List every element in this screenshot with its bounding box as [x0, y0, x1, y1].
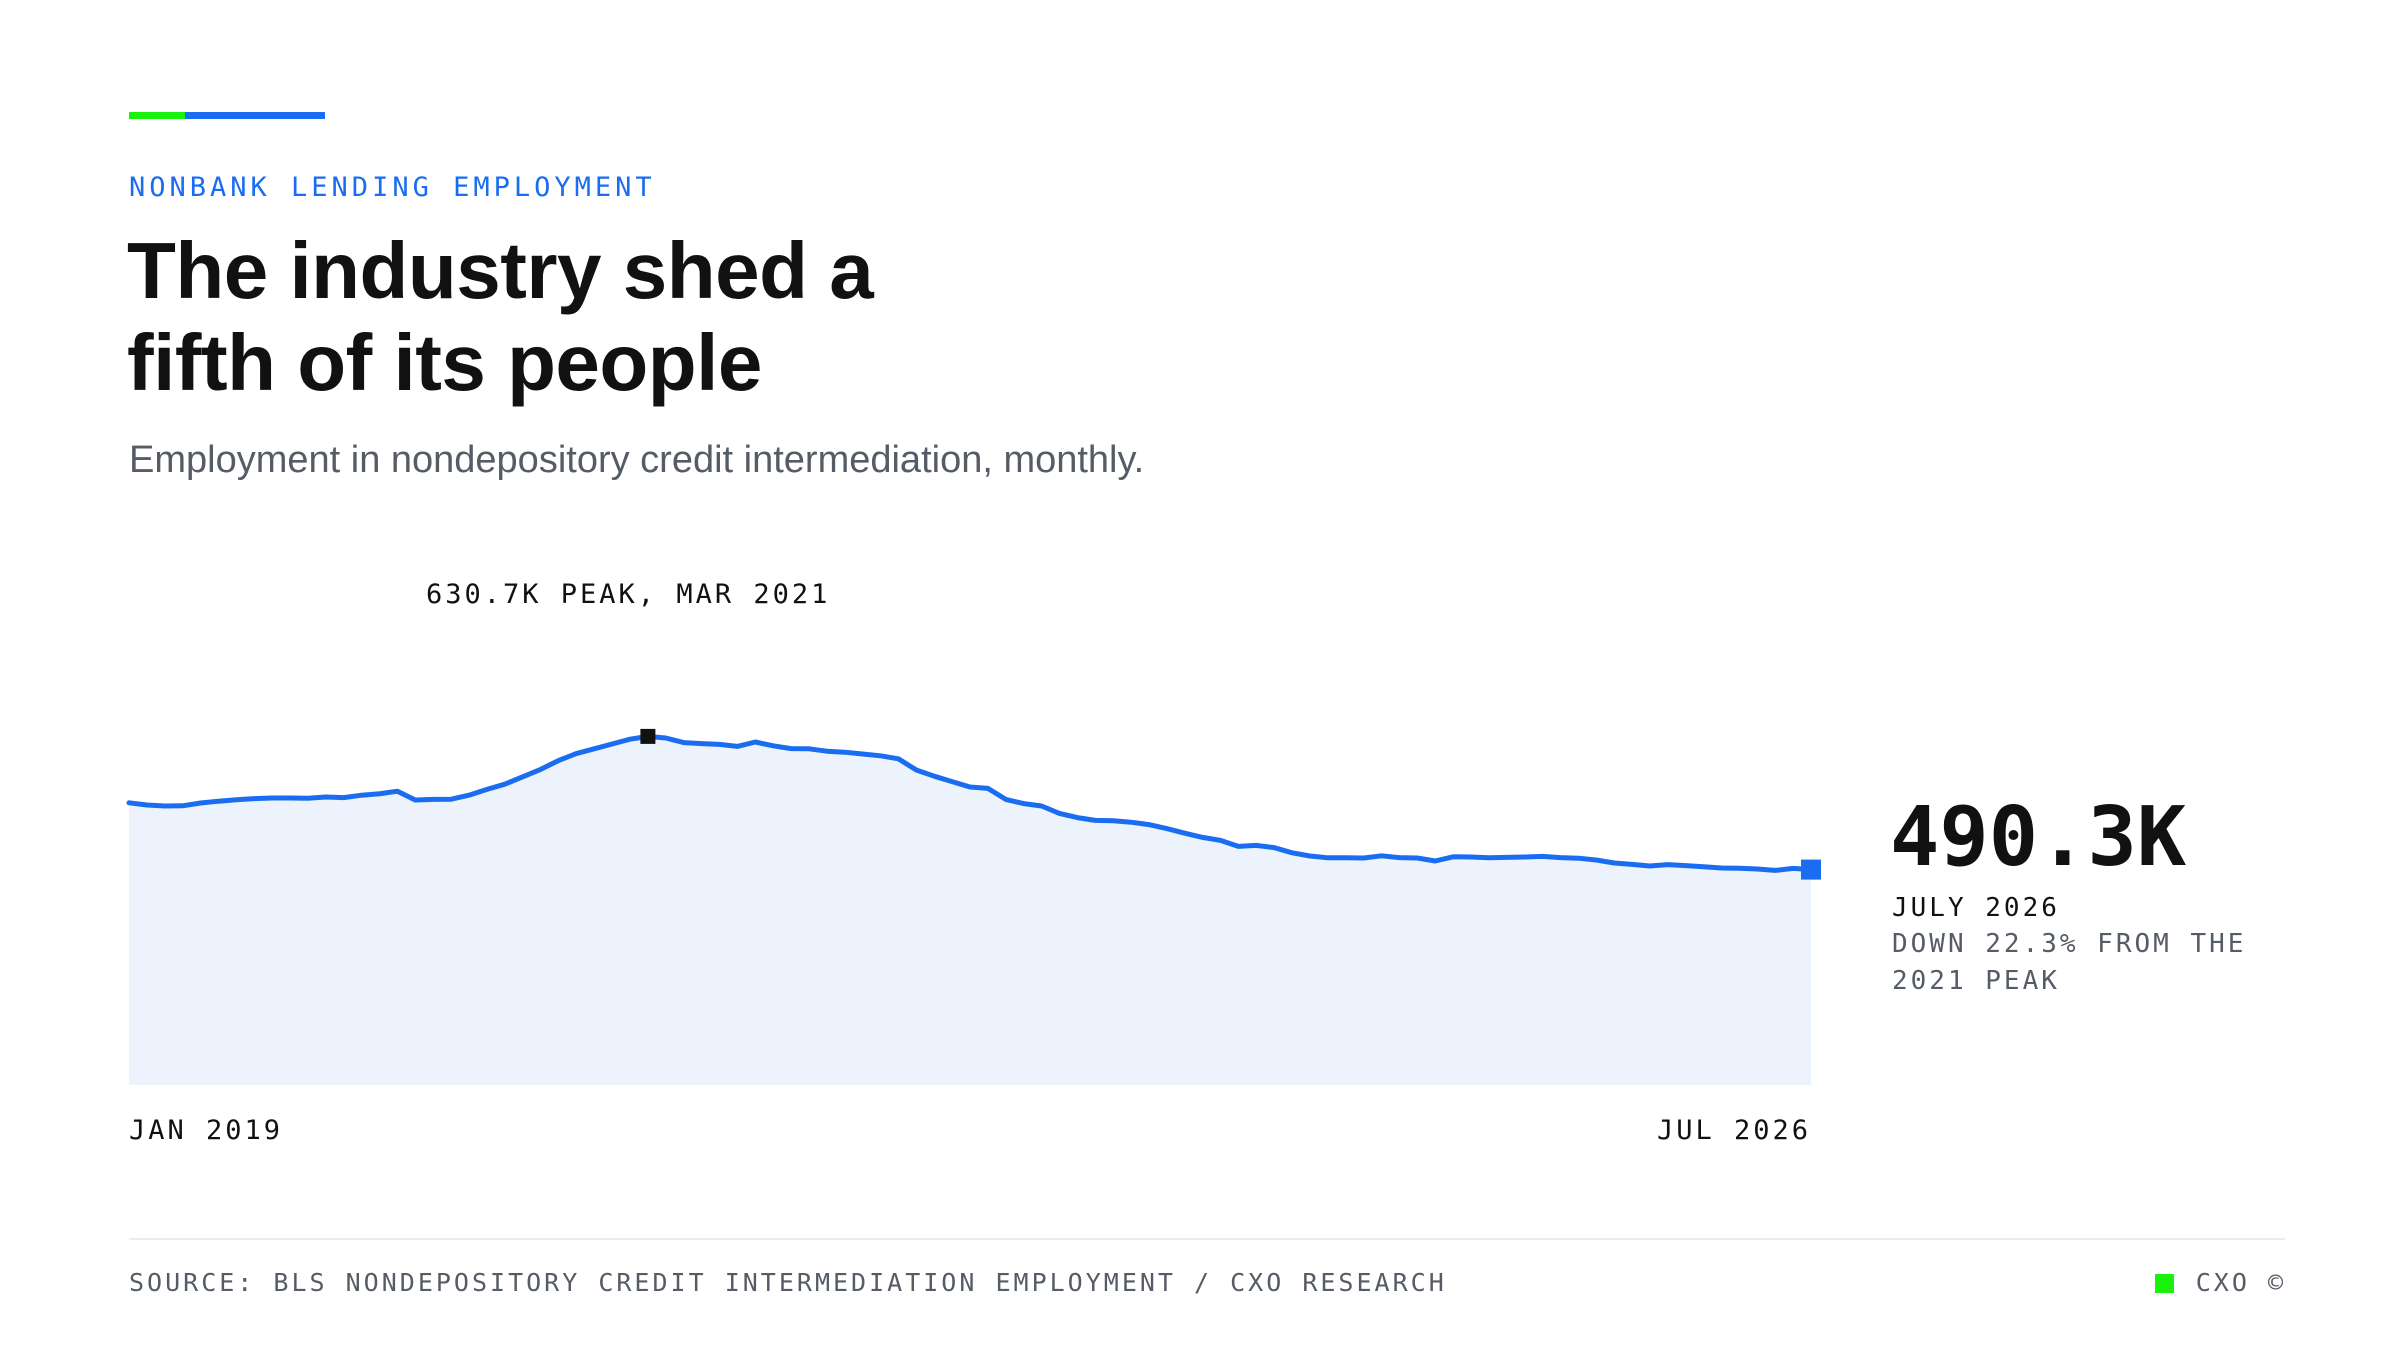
current-value: 490.3K	[1890, 790, 2187, 885]
source-note: SOURCE: BLS NONDEPOSITORY CREDIT INTERME…	[129, 1268, 1447, 1297]
green-square-icon	[2154, 1273, 2174, 1293]
peak-annotation: 630.7K PEAK, MAR 2021	[426, 579, 830, 610]
chart-area-fill	[129, 736, 1811, 1085]
accent-bar	[129, 112, 325, 119]
change-note: DOWN 22.3% FROM THE 2021 PEAK	[1892, 929, 2247, 996]
kicker: NONBANK LENDING EMPLOYMENT	[129, 172, 656, 203]
subtitle: Employment in nondepository credit inter…	[129, 439, 1145, 481]
current-value-date: JULY 2026	[1892, 893, 2060, 923]
series-line	[126, 733, 1814, 873]
footer-divider	[129, 1238, 2285, 1240]
x-tick-label-start: JAN 2019	[129, 1115, 283, 1146]
end-point-marker	[1801, 859, 1821, 880]
brand: CXO ©	[2154, 1266, 2286, 1300]
accent-bar-green	[129, 112, 185, 119]
headline: The industry shed a fifth of its people	[127, 226, 874, 407]
x-tick-label-end: JUL 2026	[1657, 1115, 1811, 1146]
peak-marker	[640, 728, 656, 744]
accent-bar-blue	[185, 112, 325, 119]
brand-label: CXO ©	[2195, 1268, 2286, 1297]
